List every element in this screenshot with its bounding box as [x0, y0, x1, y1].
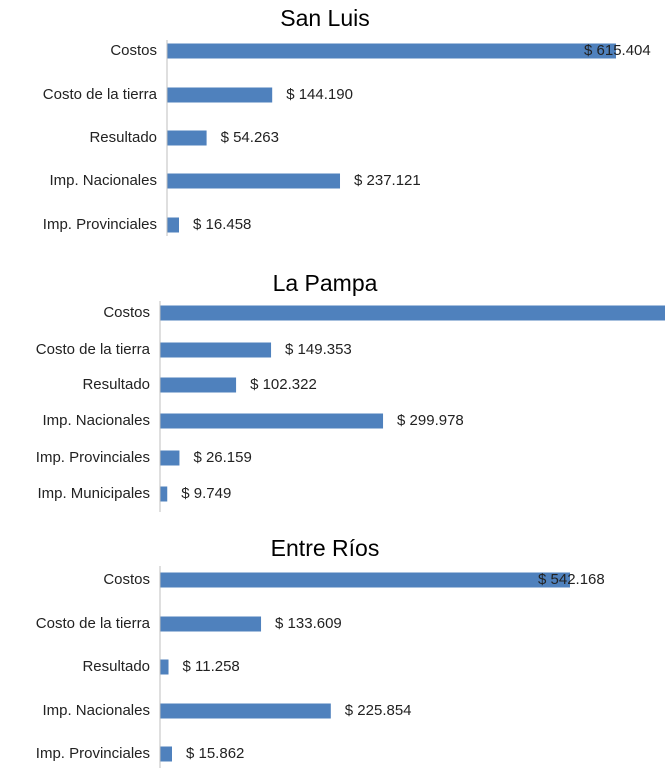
bar	[167, 87, 273, 103]
bar	[160, 659, 169, 675]
value-label: $ 15.862	[186, 745, 244, 762]
category-label: Resultado	[89, 129, 157, 146]
value-label: $ 542.168	[538, 571, 605, 588]
bar	[160, 413, 384, 429]
value-label: $ 144.190	[286, 86, 353, 103]
value-label: $ 237.121	[354, 172, 421, 189]
bar	[160, 377, 237, 393]
category-label: Imp. Nacionales	[42, 412, 150, 429]
bar	[160, 616, 262, 632]
chart-title: La Pampa	[273, 270, 378, 296]
category-label: Imp. Nacionales	[42, 702, 150, 719]
category-label: Imp. Nacionales	[49, 172, 157, 189]
category-label: Resultado	[82, 376, 150, 393]
chart-title: Entre Ríos	[271, 535, 380, 561]
bar	[167, 43, 616, 59]
category-label: Costos	[103, 571, 150, 588]
value-label: $ 149.353	[285, 341, 352, 358]
category-label: Imp. Municipales	[37, 485, 150, 502]
value-label: $ 299.978	[397, 412, 464, 429]
value-label: $ 225.854	[345, 702, 412, 719]
bar	[160, 450, 180, 466]
category-label: Imp. Provinciales	[36, 449, 150, 466]
bar	[160, 305, 665, 321]
category-label: Imp. Provinciales	[36, 745, 150, 762]
category-label: Imp. Provinciales	[43, 216, 157, 233]
value-label: $ 615.404	[584, 42, 651, 59]
value-label: $ 133.609	[275, 615, 342, 632]
bar	[160, 486, 168, 502]
bar	[167, 173, 341, 189]
chart-title: San Luis	[280, 5, 370, 31]
category-label: Costos	[110, 42, 157, 59]
bar	[160, 342, 272, 358]
bar	[160, 703, 331, 719]
value-label: $ 54.263	[221, 129, 279, 146]
bar	[160, 746, 172, 762]
category-label: Costo de la tierra	[36, 615, 151, 632]
value-label: $ 26.159	[193, 449, 251, 466]
bar	[167, 130, 207, 146]
value-label: $ 11.258	[183, 658, 240, 675]
value-label: $ 102.322	[250, 376, 317, 393]
category-label: Costo de la tierra	[43, 86, 158, 103]
bar	[167, 217, 180, 233]
category-label: Costos	[103, 304, 150, 321]
category-label: Costo de la tierra	[36, 341, 151, 358]
value-label: $ 16.458	[193, 216, 251, 233]
bar	[160, 572, 570, 588]
value-label: $ 9.749	[181, 485, 231, 502]
category-label: Resultado	[82, 658, 150, 675]
